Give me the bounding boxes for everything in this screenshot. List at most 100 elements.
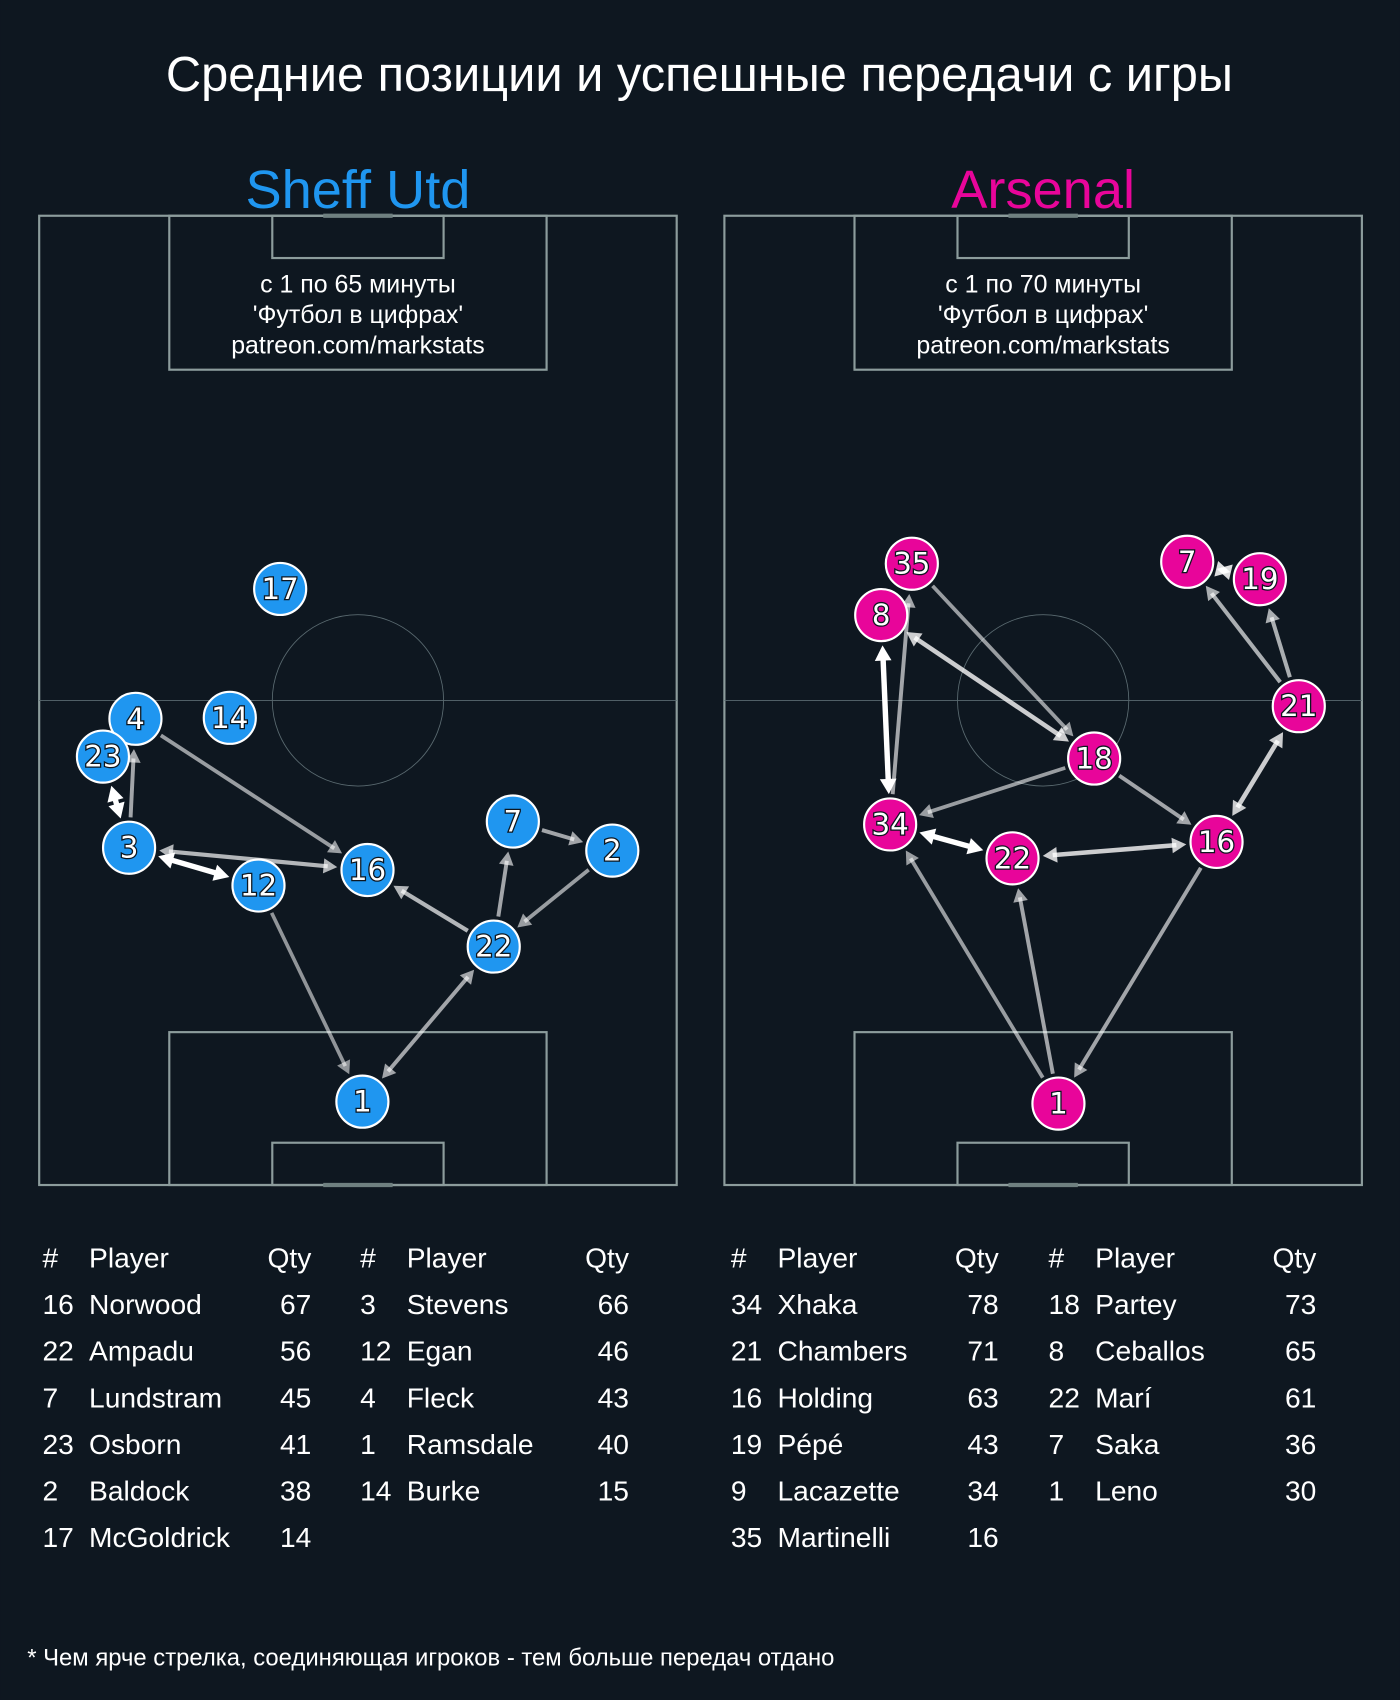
pass-line-34-8 [880,655,892,784]
arrowhead [874,645,892,661]
row-player: Pépé [778,1428,844,1460]
arrowhead [498,851,514,866]
player-dot [75,729,131,784]
player-number: 16 [1198,825,1235,859]
table-header-qty: Qty [585,1241,630,1273]
row-num: 7 [1049,1428,1065,1460]
row-qty: 40 [598,1428,629,1460]
row-player: Stevens [407,1288,509,1320]
row-qty: 34 [967,1475,998,1507]
row-qty: 46 [598,1335,629,1367]
row-player: Martinelli [778,1521,891,1553]
pass-line-12-1 [269,912,347,1067]
center-circle [957,614,1130,787]
passes [107,733,590,1079]
player-number: 16 [349,853,386,887]
player-number: 1 [353,1085,372,1119]
pitch-caption: с 1 по 65 минуты [260,271,456,299]
table-row: 4 Fleck 43 [360,1381,629,1413]
player-dot [108,691,163,746]
team-name: Sheff Utd [245,160,470,220]
player-dot [485,794,540,849]
table-row: 14 Burke 15 [360,1475,629,1507]
row-qty: 15 [598,1475,629,1507]
row-qty: 66 [598,1288,629,1320]
arrowhead [1265,608,1280,624]
player-number: 7 [504,805,523,839]
row-player: Burke [407,1475,481,1507]
player-marker-1: 1 [335,1074,390,1129]
player-marker-16: 16 [340,842,395,898]
table-row: 7 Saka 36 [1049,1428,1317,1460]
row-num: 7 [42,1381,58,1413]
player-number: 21 [1280,689,1317,723]
arrowhead [459,969,475,985]
pass-line-21-19 [1269,616,1292,678]
arrowhead [1042,846,1058,863]
arrowhead [327,840,343,854]
arrowhead [337,1059,351,1075]
table-header-qty: Qty [267,1241,312,1273]
player-marker-12: 12 [231,858,286,913]
row-qty: 41 [280,1428,311,1460]
player-marker-1: 1 [1031,1076,1086,1131]
pass-line-21-7 [1209,592,1282,684]
arrowhead [919,828,937,845]
pitch-caption: patreon.com/markstats [916,331,1169,359]
player-marker-18: 18 [1067,731,1122,786]
table-header-num: # [360,1241,376,1273]
table-row: 16 Norwood 67 [42,1288,311,1320]
arrowhead [517,913,533,928]
player-marker-2: 2 [585,823,640,878]
pass-line-34-35 [890,603,911,795]
player-dot [340,842,395,898]
player-dot [585,823,640,878]
pass-line-3-4 [128,758,136,818]
arrowhead [382,1063,397,1079]
row-player: Lacazette [778,1475,900,1507]
player-dot [1271,679,1326,734]
player-marker-23: 23 [75,729,131,784]
row-num: 17 [42,1521,73,1553]
center-circle [271,614,445,787]
row-qty: 45 [280,1381,311,1413]
table-row: 23 Osborn 41 [42,1428,311,1460]
table-row: 22 Ampadu 56 [42,1335,311,1367]
row-num: 16 [731,1381,762,1413]
row-qty: 63 [967,1381,998,1413]
player-number: 22 [475,930,512,964]
table-header-qty: Qty [1273,1241,1318,1273]
player-dot [1031,1076,1086,1131]
pass-line-3-16 [168,849,328,869]
row-qty: 36 [1285,1428,1316,1460]
table-header-player: Player [407,1241,487,1273]
row-player: Marí [1095,1381,1152,1413]
player-marker-7: 7 [485,794,540,849]
table-header-num: # [42,1241,58,1273]
row-qty: 38 [280,1475,311,1507]
arrowhead [1074,1062,1088,1078]
row-player: Partey [1095,1288,1177,1320]
team-panel-1: Arsenal с 1 по 70 минуты'Футбол в цифрах'… [723,160,1363,1553]
row-num: 16 [42,1288,73,1320]
row-qty: 78 [967,1288,998,1320]
player-number: 18 [1076,742,1113,776]
player-dot [253,561,308,617]
player-marker-17: 17 [253,561,308,617]
row-num: 12 [360,1335,391,1367]
table-row: 22 Marí 61 [1049,1381,1317,1413]
player-dot [101,820,157,875]
row-qty: 71 [967,1335,998,1367]
row-num: 9 [731,1475,747,1507]
player-number: 8 [872,598,891,632]
row-player: Chambers [778,1335,908,1367]
table-header-num: # [731,1241,747,1273]
player-marker-4: 4 [108,691,163,746]
pass-line-1-22 [386,975,470,1073]
table-row: 16 Holding 63 [731,1381,999,1413]
row-qty: 56 [280,1335,311,1367]
pitch-caption: patreon.com/markstats [231,331,484,359]
pass-line-22-7 [496,860,509,917]
arrowhead [905,850,919,866]
